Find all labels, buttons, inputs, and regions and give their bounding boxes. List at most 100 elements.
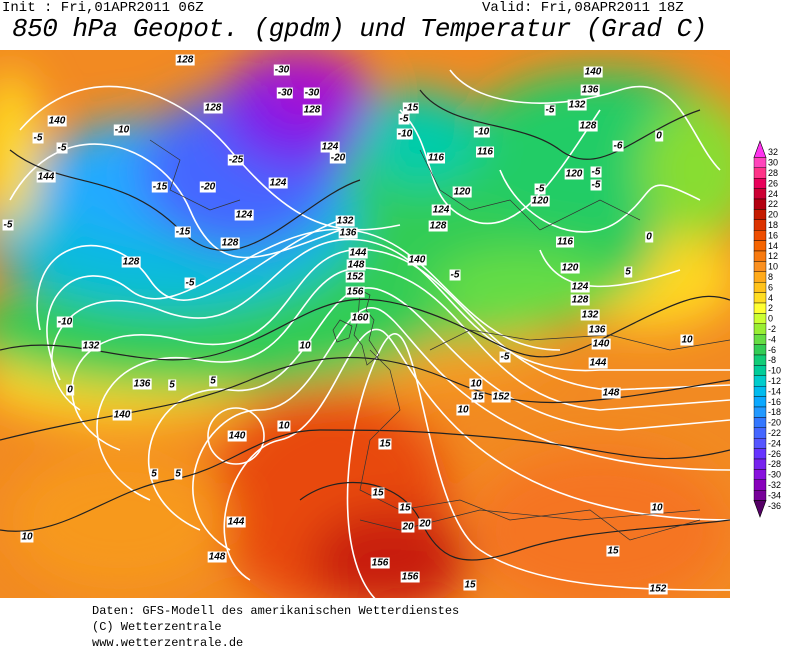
contour-label: 0	[645, 231, 653, 243]
contour-label: 15	[378, 438, 392, 450]
scale-label: -28	[768, 459, 781, 469]
scale-swatch	[753, 365, 767, 376]
scale-label: -30	[768, 470, 781, 480]
contour-label: 20	[401, 521, 415, 533]
contour-label: 156	[370, 557, 390, 569]
scale-arrow	[753, 500, 767, 518]
scale-label: 32	[768, 147, 778, 157]
contour-label: -30	[273, 64, 291, 76]
scale-label: -16	[768, 397, 781, 407]
scale-label: -34	[768, 490, 781, 500]
scale-swatch	[753, 250, 767, 262]
contour-label: 128	[121, 256, 141, 268]
contour-label: 5	[174, 468, 182, 480]
scale-swatch	[753, 302, 767, 314]
scale-swatch	[753, 427, 767, 439]
scale-swatch	[753, 219, 767, 231]
contour-label: 5	[624, 266, 632, 278]
contour-label: 140	[591, 338, 611, 350]
scale-arrow	[753, 140, 767, 158]
scale-swatch	[753, 396, 767, 408]
contour-label: 128	[570, 294, 590, 306]
contour-label: 132	[580, 309, 600, 321]
valid-time: Valid: Fri,08APR2011 18Z	[482, 0, 684, 16]
scale-swatch	[753, 344, 767, 356]
contour-label: 128	[428, 220, 448, 232]
contour-label: 10	[469, 378, 483, 390]
contour-label: 152	[345, 271, 365, 283]
scale-label: 10	[768, 262, 778, 272]
contour-label: -5	[544, 104, 556, 116]
contour-label: 124	[320, 141, 340, 153]
color-scale: 32302826242220181614121086420-2-4-6-8-10…	[753, 140, 781, 518]
contour-label: 120	[452, 186, 472, 198]
contour-label: 10	[456, 404, 470, 416]
contour-label: 128	[220, 237, 240, 249]
contour-label: -5	[499, 351, 511, 363]
scale-label: 16	[768, 230, 778, 240]
contour-label: 0	[655, 130, 663, 142]
scale-swatch	[753, 323, 767, 335]
contour-label: 116	[476, 146, 494, 158]
contour-label: 15	[398, 502, 412, 514]
contour-label: 20	[418, 518, 432, 530]
contour-label: 128	[578, 120, 598, 132]
contour-label: 5	[150, 468, 158, 480]
contour-label: -5	[32, 132, 44, 144]
scale-swatch	[753, 229, 767, 241]
footer-url: www.wetterzentrale.de	[92, 636, 244, 648]
contour-label: 120	[530, 195, 550, 207]
contour-label: 144	[36, 171, 56, 183]
scale-label: -26	[768, 449, 781, 459]
contour-label: -5	[449, 269, 461, 281]
contour-label: -5	[534, 183, 546, 195]
contour-label: -5	[2, 219, 14, 231]
contour-label: 140	[227, 430, 247, 442]
contour-label: 156	[400, 571, 420, 583]
scale-swatch	[753, 438, 767, 449]
contour-label: -25	[227, 154, 245, 166]
scale-swatch	[753, 375, 767, 387]
contour-label: 128	[175, 54, 195, 66]
contour-label: 136	[338, 227, 358, 239]
scale-label: 14	[768, 241, 778, 251]
contour-label: 160	[350, 312, 370, 324]
contour-label: 0	[66, 384, 74, 396]
contour-label: 128	[203, 102, 223, 114]
scale-label: -20	[768, 418, 781, 428]
contour-label: -10	[56, 316, 74, 328]
scale-swatch	[753, 198, 767, 210]
footer-copyright: (C) Wetterzentrale	[92, 620, 222, 634]
contour-label: -20	[199, 181, 217, 193]
contour-label: 132	[335, 215, 355, 227]
scale-swatch	[753, 261, 767, 273]
scale-label: 12	[768, 251, 778, 261]
contour-label: 15	[463, 579, 477, 591]
scale-label: 18	[768, 220, 778, 230]
contour-label: -6	[612, 140, 624, 152]
contour-label: 144	[348, 247, 368, 259]
contour-label: -5	[398, 113, 410, 125]
scale-label: -6	[768, 345, 776, 355]
contour-label: 124	[431, 204, 451, 216]
scale-label: 4	[768, 293, 773, 303]
scale-label: -32	[768, 480, 781, 490]
contour-label: -10	[473, 126, 491, 138]
scale-label: -10	[768, 366, 781, 376]
scale-swatch	[753, 313, 767, 324]
contour-label: 148	[601, 387, 621, 399]
scale-swatch	[753, 490, 767, 501]
contour-label: 15	[606, 545, 620, 557]
contour-label: 140	[47, 115, 67, 127]
scale-label: -2	[768, 324, 776, 334]
contour-label: 140	[112, 409, 132, 421]
scale-swatch	[753, 479, 767, 491]
footer-source: Daten: GFS-Modell des amerikanischen Wet…	[92, 604, 460, 618]
map	[0, 50, 730, 598]
scale-swatch	[753, 292, 767, 304]
scale-label: 30	[768, 158, 778, 168]
contour-label: -5	[590, 166, 602, 178]
scale-swatch	[753, 385, 767, 397]
scale-label: 2	[768, 303, 773, 313]
